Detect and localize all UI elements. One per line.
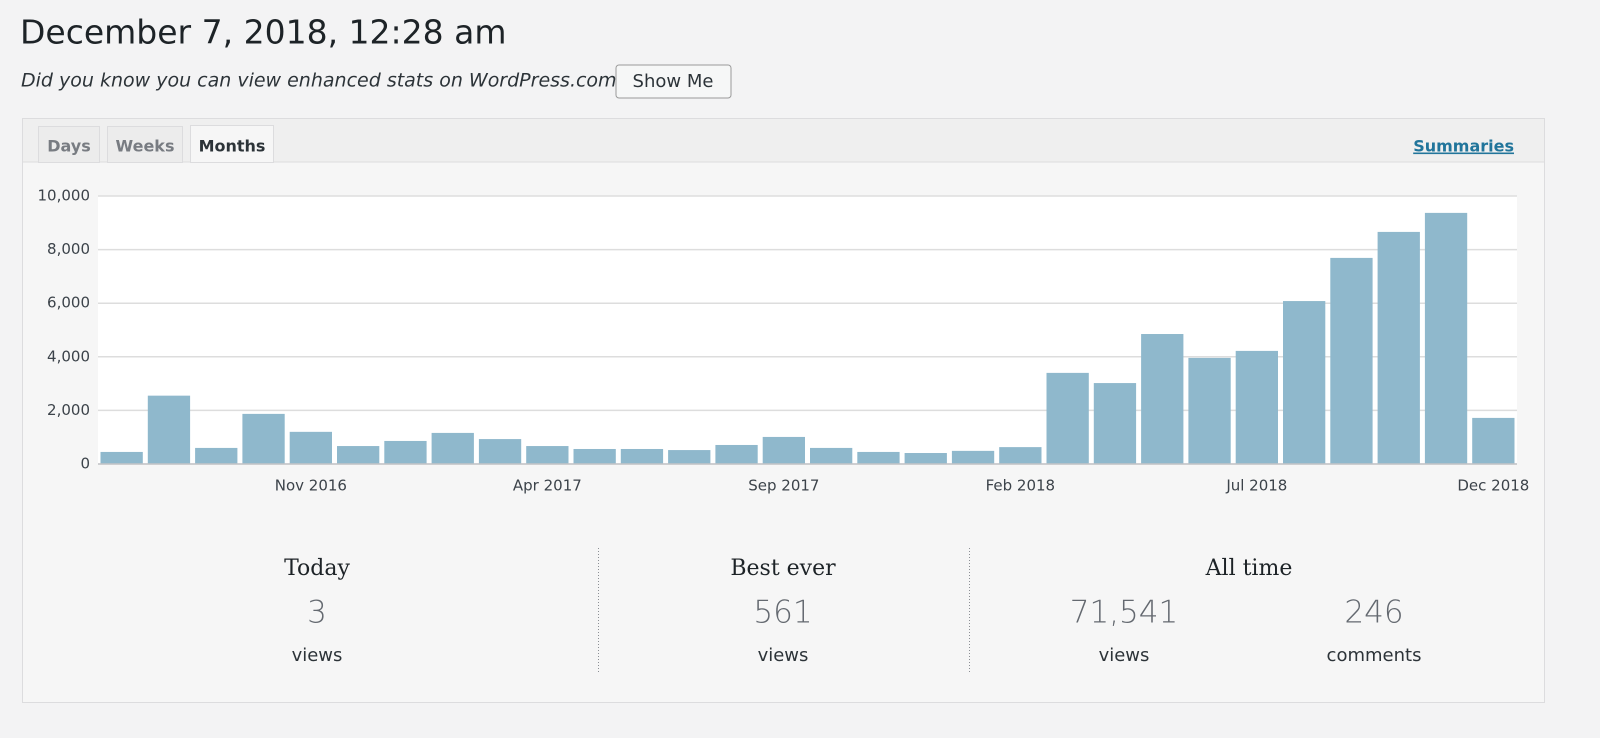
stat-value: 71,541 [1070,595,1178,631]
bar [1188,357,1231,464]
x-tick-label: Nov 2016 [275,477,347,495]
plot-area [98,196,1517,464]
bar [999,447,1042,464]
stat-label: Best ever [730,556,836,581]
bar [1283,301,1326,464]
bar [620,448,664,464]
bar [478,439,522,464]
tab-label[interactable]: Months [199,137,266,156]
bar [715,444,758,464]
button-frame[interactable] [615,64,732,99]
bar [573,448,616,464]
tab-bar [23,119,1544,162]
tab-label[interactable]: Days [47,137,91,156]
stat-unit: comments [1327,645,1422,666]
button-label[interactable]: Show Me [633,71,714,92]
stat-unit: views [292,645,343,666]
y-tick-label: 0 [80,455,90,473]
y-tick-label: 4,000 [47,347,90,365]
bar [242,413,285,464]
bar [100,451,143,464]
y-tick-label: 2,000 [47,401,90,419]
stat-label: Today [284,556,350,581]
bar [951,450,995,464]
bar [147,395,191,464]
bar [195,447,238,464]
page-title: December 7, 2018, 12:28 am [20,13,507,52]
notice: Did you know you can view enhanced stats… [21,70,627,92]
stat-value: 3 [307,595,327,631]
stat-unit: views [758,645,809,666]
y-tick-label: 10,000 [38,187,91,205]
bar [384,440,427,464]
x-tick-label: Sep 2017 [748,477,819,495]
bar [1141,334,1184,464]
stat-value: 561 [753,595,812,631]
y-tick-label: 8,000 [47,240,90,258]
x-tick-label: Apr 2017 [513,477,582,495]
bar [337,446,380,464]
bar [1472,417,1515,464]
bar [431,432,474,464]
stat-unit: views [1099,645,1150,666]
bar [1330,257,1373,464]
tab[interactable] [107,126,183,163]
summaries-link[interactable]: Summaries [1413,137,1514,156]
bar [1377,231,1420,464]
show-me-button[interactable]: Show Me [615,64,732,99]
bar [1235,350,1278,464]
bar [526,446,569,464]
bar [1093,383,1137,464]
tab[interactable] [190,125,274,163]
x-tick-label: Dec 2018 [1457,477,1529,495]
bar [857,451,900,464]
stat-label: All time [1205,556,1293,581]
tab[interactable] [38,126,100,163]
bar [1424,212,1468,464]
stat-value: 246 [1344,595,1403,631]
bar [668,450,711,464]
bar [289,431,332,464]
y-tick-label: 6,000 [47,294,90,312]
bar [1046,372,1089,464]
bar [904,453,947,464]
bar [810,447,853,464]
tab-label[interactable]: Weeks [116,137,175,156]
x-tick-label: Jul 2018 [1225,477,1287,495]
x-tick-label: Feb 2018 [986,477,1056,495]
bar [762,436,805,464]
